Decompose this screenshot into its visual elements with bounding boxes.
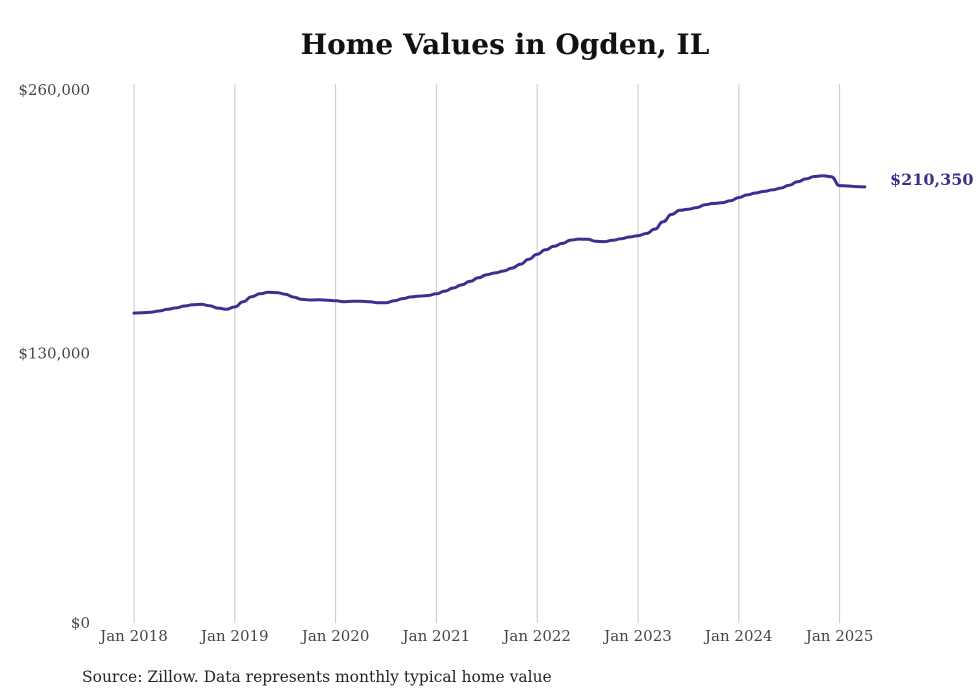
annotations: $210,350 (890, 170, 974, 189)
x-tick-label: Jan 2018 (98, 627, 168, 645)
end-value-label: $210,350 (890, 170, 974, 189)
series-layer (132, 174, 867, 315)
y-tick-label: $130,000 (18, 345, 90, 363)
series-line (132, 174, 867, 315)
x-tick-label: Jan 2025 (804, 627, 874, 645)
x-tick-label: Jan 2023 (602, 627, 672, 645)
x-tick-label: Jan 2020 (300, 627, 370, 645)
gridlines (133, 84, 841, 623)
y-tick-label: $260,000 (18, 81, 90, 99)
x-tick-label: Jan 2024 (703, 627, 773, 645)
x-tick-label: Jan 2021 (401, 627, 471, 645)
chart-title: Home Values in Ogden, IL (300, 28, 710, 61)
source-note: Source: Zillow. Data represents monthly … (82, 668, 552, 686)
y-tick-label: $0 (71, 614, 90, 632)
tick-labels: Jan 2018 Jan 2019 Jan 2020 Jan 2021 Jan 2022… (18, 81, 873, 645)
x-tick-label: Jan 2019 (199, 627, 269, 645)
x-tick-label: Jan 2022 (501, 627, 571, 645)
